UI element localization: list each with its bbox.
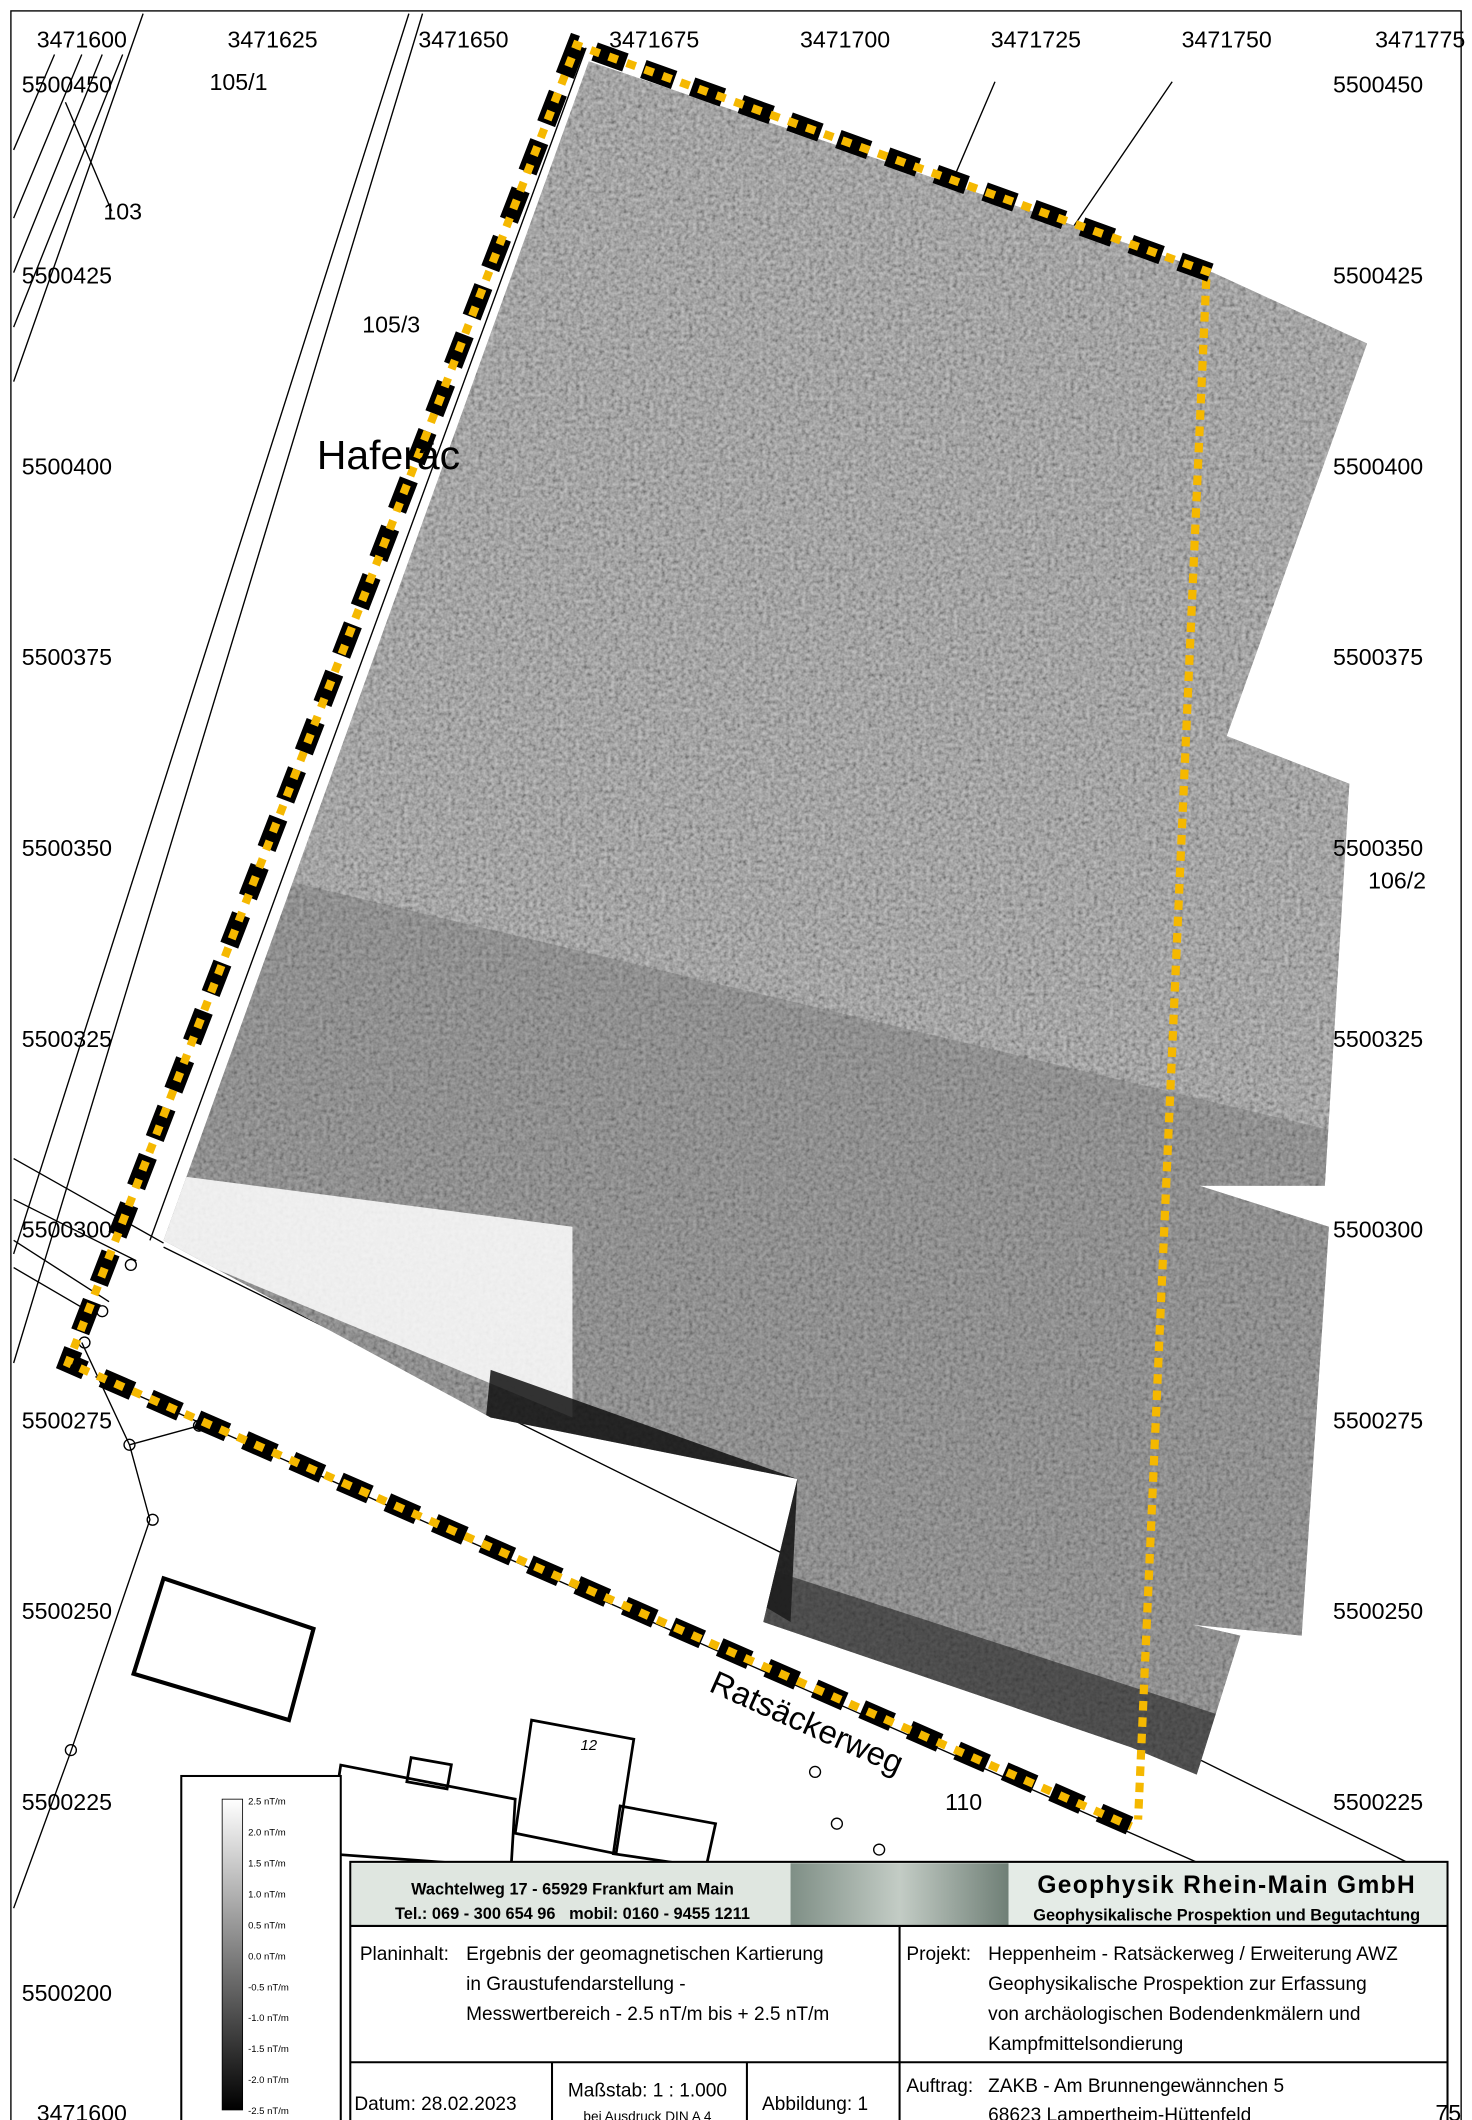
legend-label: -2.0 nT/m (248, 2075, 289, 2086)
scale: Maßstab: 1 : 1.000 (568, 2080, 727, 2101)
y-coordinate-label: 5500200 (22, 1980, 112, 2006)
parcel-label: Haferäc (317, 432, 460, 478)
legend-label: 2.0 nT/m (248, 1828, 286, 1839)
y-coordinate-label: 5500450 (22, 72, 112, 98)
parcel-label: 110 (945, 1789, 982, 1815)
plan-lines: Ergebnis der geomagnetischen Kartierung (466, 1944, 823, 1965)
legend-scale-bar (221, 1798, 244, 2111)
y-coordinate-label: 5500350 (22, 835, 112, 861)
plan-label: Planinhalt: (360, 1944, 449, 1965)
project-label: Projekt: (906, 1944, 971, 1965)
company-subtitle: Geophysikalische Prospektion und Begutac… (1033, 1906, 1420, 1924)
legend-label: -1.0 nT/m (248, 2013, 289, 2024)
y-coordinate-label: 5500375 (22, 644, 112, 670)
figure: Abbildung: 1 (762, 2094, 868, 2115)
legend-label: 2.5 nT/m (248, 1797, 286, 1808)
order-lines: 68623 Lampertheim-Hüttenfeld (988, 2105, 1251, 2120)
y-coordinate-label: 5500275 (22, 1407, 112, 1433)
parcel-label: 103 (103, 198, 142, 224)
x-coordinate-label: 3471600 (37, 2100, 127, 2120)
x-coordinate-label: 3471700 (800, 27, 890, 53)
legend-label: 1.5 nT/m (248, 1858, 286, 1869)
legend-label: 0.5 nT/m (248, 1920, 286, 1931)
plan-lines: in Graustufendarstellung - (466, 1974, 686, 1995)
y-coordinate-label: 5500225 (22, 1789, 112, 1815)
order-label: Auftrag: (906, 2076, 973, 2097)
parcel-label: 105/3 (362, 312, 420, 338)
y-coordinate-label: 5500375 (1333, 644, 1423, 670)
y-coordinate-label: 5500400 (22, 453, 112, 479)
address: Wachtelweg 17 - 65929 Frankfurt am Main (411, 1881, 734, 1899)
legend-label: -2.5 nT/m (248, 2106, 289, 2117)
x-coordinate-label: 3471625 (228, 27, 318, 53)
x-coordinate-label: 3471650 (418, 27, 508, 53)
y-coordinate-label: 5500450 (1333, 72, 1423, 98)
x-coordinate-label: 75 (1435, 2100, 1461, 2120)
y-coordinate-label: 5500400 (1333, 453, 1423, 479)
legend-label: 1.0 nT/m (248, 1889, 286, 1900)
y-coordinate-label: 5500300 (22, 1217, 112, 1243)
x-coordinate-label: 3471775 (1375, 27, 1465, 53)
parcel-label: 12 (580, 1737, 597, 1754)
parcel-label: 105/1 (210, 69, 268, 95)
legend-labels: 2.5 nT/m 2.0 nT/m 1.5 nT/m 1.0 nT/m 0.5 nT/m… (248, 1797, 289, 2117)
y-coordinate-label: 5500425 (22, 263, 112, 289)
y-coordinate-label: 5500225 (1333, 1789, 1423, 1815)
legend-label: -1.5 nT/m (248, 2044, 289, 2055)
project-lines: Geophysikalische Prospektion zur Erfassu… (988, 1974, 1367, 1995)
x-coordinate-label: 3471600 (37, 27, 127, 53)
parcel-label: 106/2 (1368, 868, 1426, 894)
project-lines: von archäologischen Bodendenkmälern und (988, 2004, 1360, 2025)
project-lines: Kampfmittelsondierung (988, 2034, 1183, 2055)
y-coordinate-label: 5500425 (1333, 263, 1423, 289)
company: Geophysik Rhein-Main GmbH (1037, 1872, 1416, 1899)
map-content: 2.5 nT/m 2.0 nT/m 1.5 nT/m 1.0 nT/m 0.5 nT/m… (10, 10, 1465, 2120)
y-coordinate-label: 5500325 (1333, 1026, 1423, 1052)
y-coordinate-label: 5500275 (1333, 1407, 1423, 1433)
title-block: Wachtelweg 17 - 65929 Frankfurt am Main … (349, 1860, 1449, 2120)
y-coordinate-label: 5500325 (22, 1026, 112, 1052)
y-coordinate-label: 5500300 (1333, 1217, 1423, 1243)
legend-label: 0.0 nT/m (248, 1951, 286, 1962)
x-coordinate-label: 3471725 (991, 27, 1081, 53)
frame (10, 10, 1462, 2120)
plan-lines: Messwertbereich - 2.5 nT/m bis + 2.5 nT/… (466, 2004, 829, 2025)
y-coordinate-label: 5500250 (22, 1598, 112, 1624)
date: Datum: 28.02.2023 (354, 2094, 516, 2115)
survey-boundary (55, 32, 1214, 1836)
project-lines: Heppenheim - Ratsäckerweg / Erweiterung … (988, 1944, 1398, 1965)
order-lines: ZAKB - Am Brunnengewännchen 5 (988, 2076, 1284, 2097)
legend-box (180, 1774, 342, 2120)
scale-note: bei Ausdruck DIN A 4 (583, 2109, 711, 2120)
y-coordinate-label: 5500250 (1333, 1598, 1423, 1624)
legend-label: -0.5 nT/m (248, 1982, 289, 1993)
x-coordinate-label: 3471750 (1182, 27, 1272, 53)
y-coordinate-label: 5500350 (1333, 835, 1423, 861)
x-coordinate-label: 3471675 (609, 27, 699, 53)
phone: Tel.: 069 - 300 654 96 mobil: 0160 - 945… (395, 1905, 750, 1923)
